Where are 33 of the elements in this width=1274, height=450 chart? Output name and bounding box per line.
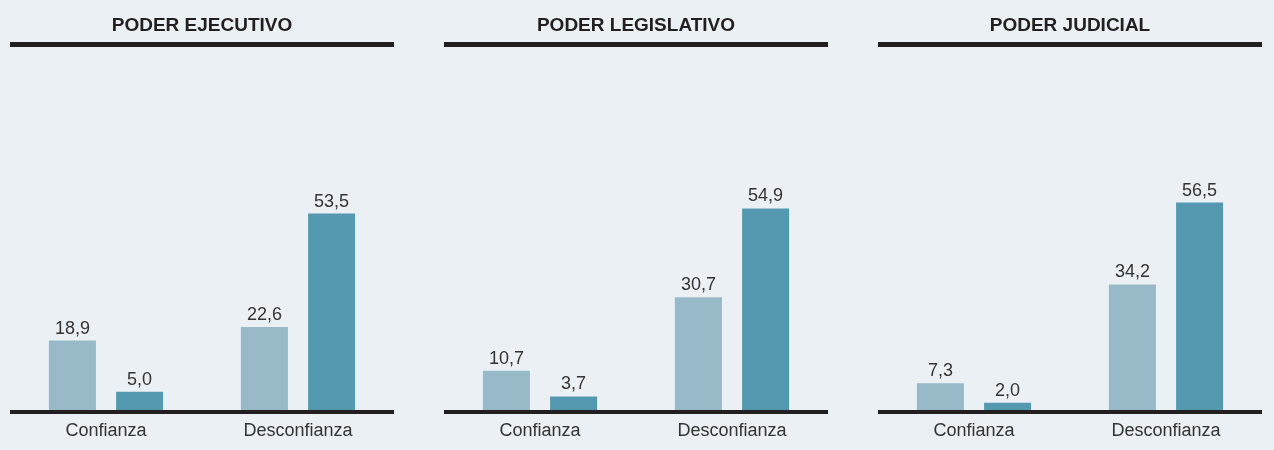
x-tick-label: Confianza: [499, 419, 582, 440]
bar: [1108, 284, 1156, 410]
data-label: 3,7: [561, 373, 587, 394]
data-label: 22,6: [246, 304, 282, 325]
chart-title: PODER JUDICIAL: [878, 0, 1262, 47]
data-label: 18,9: [54, 317, 90, 338]
chart-title: PODER EJECUTIVO: [10, 0, 394, 47]
chart-title: PODER LEGISLATIVO: [444, 0, 828, 47]
bar: [48, 340, 96, 410]
data-label: 30,7: [680, 274, 716, 295]
bar: [116, 391, 164, 410]
data-label: 56,5: [1182, 179, 1218, 200]
x-tick-label: Desconfianza: [1111, 419, 1222, 440]
data-label: 10,7: [488, 347, 524, 368]
bar: [916, 383, 964, 410]
x-tick-label: Confianza: [65, 419, 148, 440]
x-tick-label: Desconfianza: [677, 419, 788, 440]
bar: [550, 396, 598, 410]
bar: [1176, 202, 1224, 410]
x-tick-label: Desconfianza: [243, 419, 354, 440]
bar: [482, 370, 530, 410]
data-label: 2,0: [995, 379, 1021, 400]
x-tick-label: Confianza: [933, 419, 1016, 440]
bar: [674, 297, 722, 410]
data-label: 7,3: [927, 360, 953, 381]
data-label: 53,5: [314, 190, 350, 211]
bar: [984, 402, 1032, 410]
bar: [308, 213, 356, 410]
data-label: 54,9: [748, 185, 784, 206]
bar: [240, 327, 288, 410]
bar: [742, 208, 790, 410]
data-label: 34,2: [1114, 261, 1150, 282]
data-label: 5,0: [127, 368, 153, 389]
